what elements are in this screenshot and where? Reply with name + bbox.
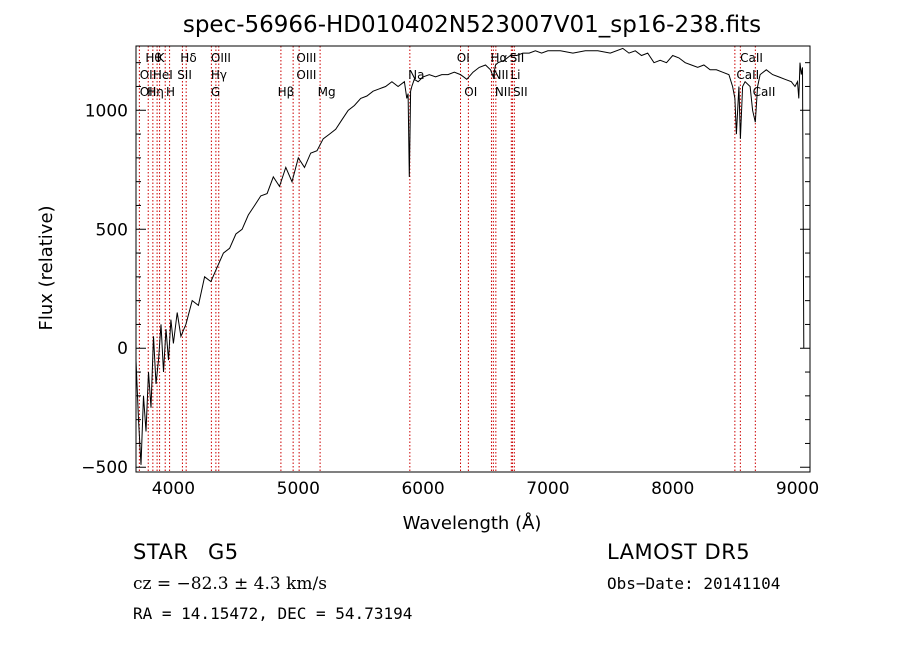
spectral-line-label: Hθ [145, 51, 161, 65]
y-tick-label: 500 [96, 220, 128, 240]
spectral-line-label: K [157, 51, 166, 65]
spectral-line-label: Li [510, 68, 520, 82]
spectral-line-label: OI [464, 85, 477, 99]
y-tick-label: 0 [117, 339, 128, 359]
spectral-line-label: HeI [153, 68, 173, 82]
spectral-line-markers [138, 46, 756, 472]
spectral-line-label: CaII [740, 51, 763, 65]
spectral-line-label: Hγ [211, 68, 227, 82]
spectral-line-label: Hβ [278, 85, 295, 99]
spectral-line-label: OIII [296, 68, 316, 82]
object-type: STAR [133, 540, 189, 564]
chart-title: spec-56966-HD010402N523007V01_sp16-238.f… [183, 12, 761, 38]
spectral-line-label: OII [140, 85, 157, 99]
spectral-line-label: SII [513, 85, 528, 99]
spectral-line-label: SII [177, 68, 192, 82]
observation-date: Obs−Date: 20141104 [607, 574, 781, 593]
spectral-line-label: H [166, 85, 175, 99]
sky-coordinates: RA = 14.15472, DEC = 54.73194 [133, 604, 413, 623]
spectral-line-label: OIII [296, 51, 316, 65]
spectral-line-label: Hη [147, 85, 164, 99]
object-subclass: G5 [208, 540, 239, 564]
spectral-line-label: CaII [753, 85, 776, 99]
spectral-line-label: Hδ [180, 51, 196, 65]
x-tick-label: 7000 [526, 479, 569, 499]
x-tick-label: 8000 [651, 479, 694, 499]
y-tick-label: −500 [81, 458, 128, 478]
spectral-line-label: Na [408, 68, 424, 82]
plot-frame [135, 45, 811, 473]
spectral-line-label: NII [495, 85, 511, 99]
survey-name: LAMOST DR5 [607, 540, 751, 564]
spectral-line-label: G [211, 85, 220, 99]
x-tick-label: 6000 [401, 479, 444, 499]
redshift-velocity: cz = −82.3 ± 4.3 km/s [133, 574, 327, 594]
spectral-line-label: OIII [211, 51, 231, 65]
spectral-line-label: NII [492, 68, 508, 82]
spectral-line-label: Hα [490, 51, 507, 65]
x-tick-label: 4000 [152, 479, 195, 499]
spectral-line-label: OII [140, 68, 157, 82]
spectral-line-label: CaII [736, 68, 759, 82]
x-tick-label: 5000 [277, 479, 320, 499]
spectrum-line [135, 47, 805, 465]
x-axis-label: Wavelength (Å) [403, 512, 542, 534]
spectral-line-label: Mg [318, 85, 336, 99]
spectral-line-label: OI [457, 51, 470, 65]
y-tick-label: 1000 [85, 101, 128, 121]
spectrum-chart: spec-56966-HD010402N523007V01_sp16-238.f… [36, 12, 819, 534]
y-axis-label: Flux (relative) [36, 205, 57, 330]
axis-ticks: 4000 5000 6000 7000 8000 9000 −500 0 500 1000 [81, 62, 819, 499]
x-tick-label: 9000 [776, 479, 819, 499]
